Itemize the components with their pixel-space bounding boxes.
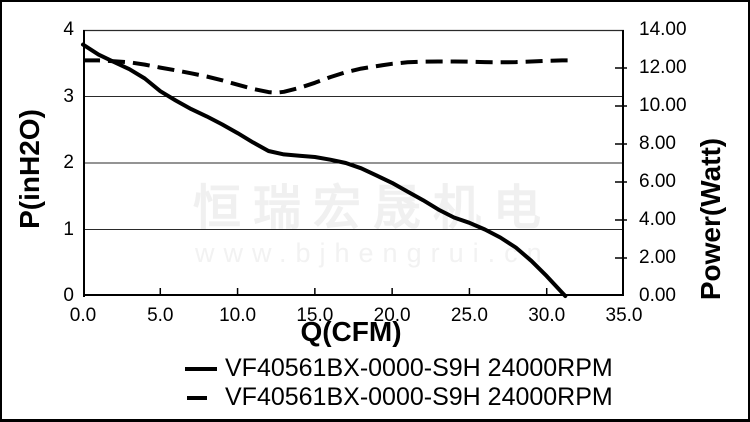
- legend-row-power: VF40561BX-0000-S9H 24000RPM: [183, 383, 613, 412]
- y-axis-right-title: Power(Watt): [695, 137, 726, 301]
- y-right-tick-6.00: 6.00: [639, 171, 676, 192]
- y-left-tick-0: 0: [63, 285, 74, 306]
- y-right-tick-8.00: 8.00: [639, 133, 676, 154]
- legend-label-power: VF40561BX-0000-S9H 24000RPM: [225, 383, 613, 411]
- y-left-tick-4: 4: [63, 19, 74, 40]
- x-tick-20.0: 20.0: [373, 305, 411, 326]
- x-axis-title: Q(CFM): [300, 316, 402, 347]
- pressure-curve: [81, 42, 568, 298]
- x-tick-30.0: 30.0: [528, 305, 566, 326]
- x-tick-15.0: 15.0: [296, 305, 334, 326]
- y-right-tick-2.00: 2.00: [639, 247, 676, 268]
- y-right-tick-0.00: 0.00: [639, 285, 676, 306]
- legend-dashed-swatch: [183, 395, 219, 400]
- x-tick-25.0: 25.0: [450, 305, 488, 326]
- y-axis-left-title: P(inH2O): [14, 109, 45, 229]
- y-right-tick-14.00: 14.00: [639, 19, 687, 40]
- x-tick-5.0: 5.0: [147, 305, 174, 326]
- legend-solid-swatch: [183, 366, 219, 371]
- y-right-tick-10.00: 10.00: [639, 95, 687, 116]
- legend-row-pressure: VF40561BX-0000-S9H 24000RPM: [183, 354, 613, 383]
- x-tick-35.0: 35.0: [605, 305, 643, 326]
- power-curve: [83, 58, 569, 95]
- legend: VF40561BX-0000-S9H 24000RPM VF40561BX-00…: [183, 354, 613, 412]
- watermark-website: www.bjhengrui.cn: [195, 238, 551, 268]
- watermark-company-name: 恒瑞宏晟机电: [193, 182, 554, 235]
- y-left-tick-1: 1: [63, 218, 74, 240]
- y-right-tick-4.00: 4.00: [639, 209, 676, 230]
- legend-label-pressure: VF40561BX-0000-S9H 24000RPM: [225, 354, 613, 382]
- x-tick-10.0: 10.0: [219, 305, 257, 326]
- y-left-tick-2: 2: [63, 152, 74, 173]
- x-tick-0.0: 0.0: [69, 305, 97, 326]
- y-left-tick-3: 3: [63, 85, 74, 107]
- y-right-tick-12.00: 12.00: [639, 57, 687, 78]
